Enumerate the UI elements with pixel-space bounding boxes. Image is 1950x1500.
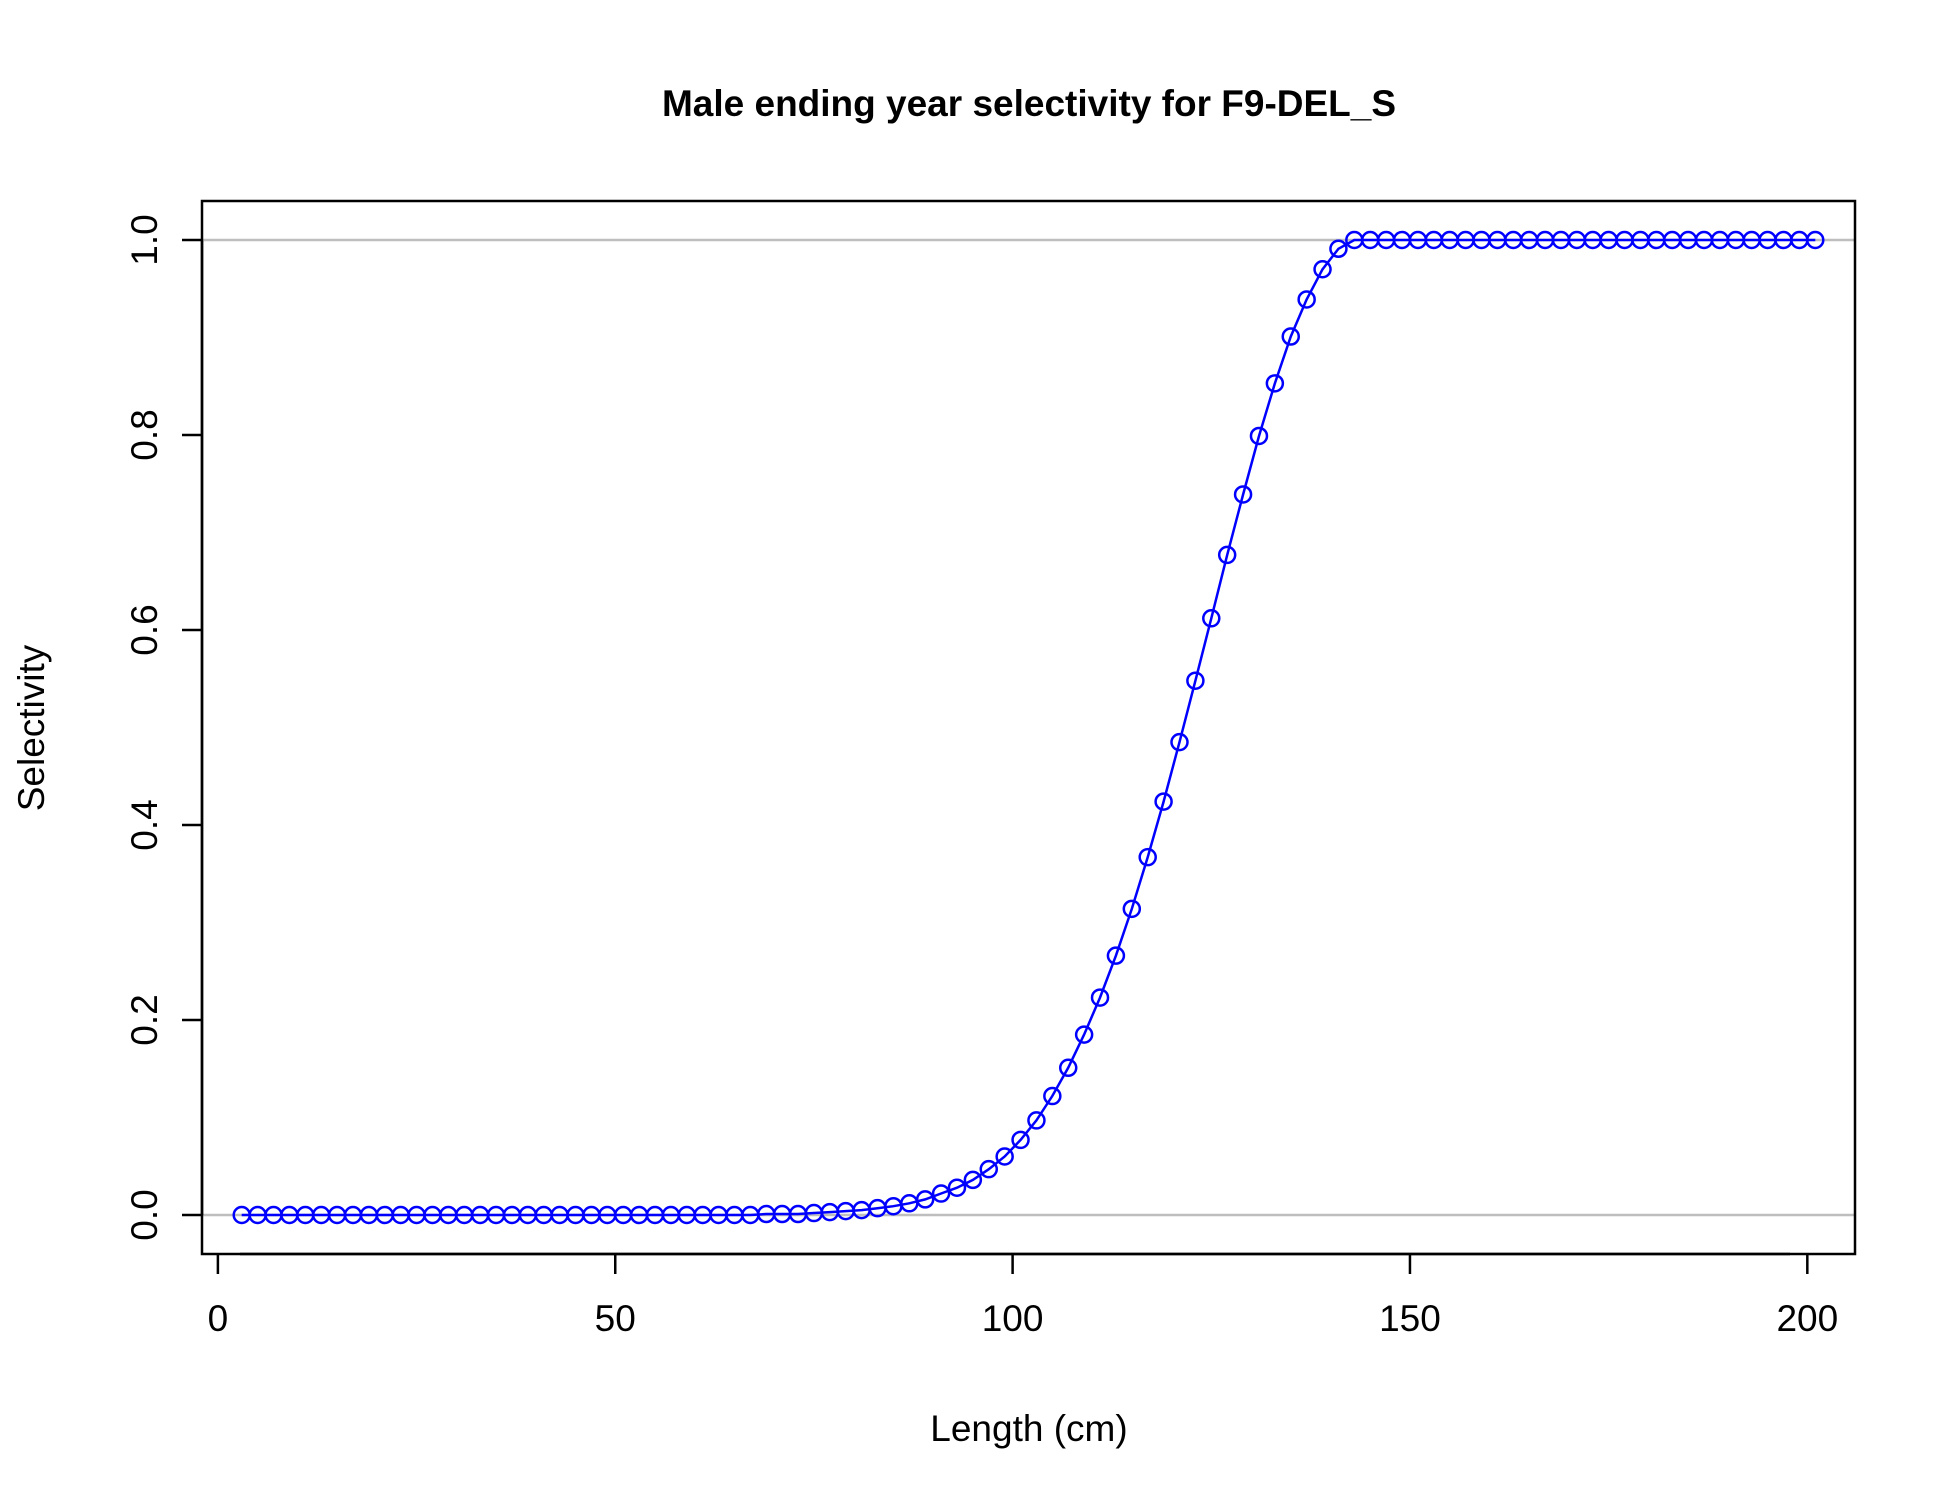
- data-point: [995, 1147, 1014, 1166]
- reference-lines: [202, 238, 1855, 1217]
- x-axis-label: Length (cm): [930, 1408, 1127, 1449]
- data-point: [1106, 946, 1126, 965]
- data-point: [1027, 1111, 1046, 1130]
- x-axis: 0 50 100 150 200: [208, 1252, 1838, 1339]
- data-point: [947, 1178, 967, 1197]
- data-point: [1122, 899, 1142, 919]
- data-point: [1217, 545, 1237, 565]
- x-tick-label: 100: [982, 1298, 1044, 1339]
- data-point: [1186, 671, 1205, 690]
- data-point: [1058, 1058, 1078, 1078]
- y-tick-label: 0.4: [124, 799, 165, 850]
- y-tick-label: 0.2: [124, 994, 165, 1045]
- chart-title: Male ending year selectivity for F9-DEL_…: [662, 83, 1396, 124]
- data-point: [1138, 847, 1157, 867]
- x-tick-label: 0: [208, 1298, 229, 1339]
- x-tick-label: 200: [1776, 1298, 1838, 1339]
- data-point: [963, 1170, 983, 1190]
- data-point: [1233, 485, 1253, 504]
- y-axis-label: Selectivity: [11, 644, 52, 811]
- data-point: [1074, 1025, 1094, 1044]
- y-tick-label: 0.6: [124, 604, 165, 655]
- data-point: [1297, 290, 1316, 309]
- y-tick-label: 0.8: [124, 409, 165, 460]
- data-point: [1806, 230, 1825, 250]
- data-point: [1281, 327, 1301, 346]
- data-point: [1313, 260, 1332, 279]
- data-point: [1265, 374, 1285, 393]
- x-tick-label: 50: [595, 1298, 636, 1339]
- data-point: [1170, 732, 1189, 752]
- data-point: [1011, 1130, 1030, 1150]
- data-point: [1154, 792, 1173, 811]
- data-point: [979, 1159, 999, 1179]
- data-point: [915, 1190, 935, 1209]
- series-line: [241, 238, 1816, 1217]
- data-point: [1249, 426, 1269, 446]
- data-point: [1043, 1086, 1062, 1106]
- plot-frame: [200, 199, 1857, 1256]
- data-point: [931, 1184, 951, 1203]
- y-tick-label: 1.0: [124, 214, 165, 265]
- y-tick-label: 0.0: [124, 1189, 165, 1240]
- y-axis: 0.0 0.2 0.4 0.6 0.8 1.0: [124, 214, 204, 1241]
- x-tick-label: 150: [1379, 1298, 1441, 1339]
- data-point: [1202, 609, 1221, 628]
- series-group: [232, 230, 1825, 1225]
- data-point: [1329, 239, 1348, 259]
- data-point: [1090, 988, 1110, 1007]
